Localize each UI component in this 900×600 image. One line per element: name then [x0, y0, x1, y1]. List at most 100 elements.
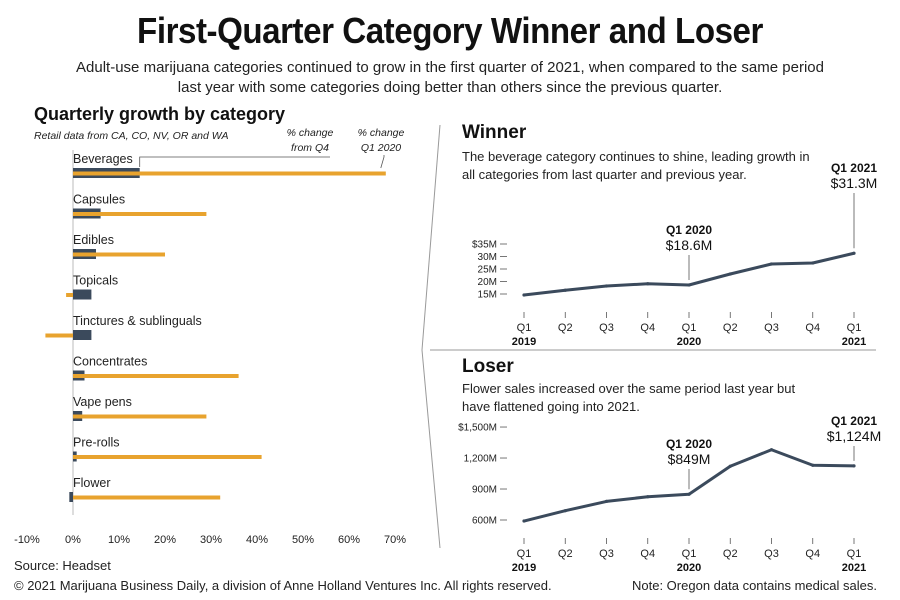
loser-y-tick-label: 600M [472, 516, 497, 527]
winner-data-point [852, 251, 856, 255]
loser-title: Loser [462, 356, 514, 377]
copyright: © 2021 Marijuana Business Daily, a divis… [14, 578, 552, 593]
winner-title: Winner [462, 122, 527, 143]
winner-annotation-value: $31.3M [831, 175, 878, 191]
loser-data-point [563, 509, 567, 513]
bar-q1-2020-change [73, 252, 165, 257]
bar-q1-2020-change [66, 293, 73, 297]
loser-x-tick-label: Q3 [764, 548, 779, 560]
winner-y-tick-label: 30M [478, 252, 497, 263]
winner-note: The beverage category continues to shine… [462, 149, 810, 182]
legend-q1-label: Q1 2020 [361, 142, 401, 154]
winner-x-tick-label: Q1 [517, 322, 532, 334]
category-label: Edibles [73, 233, 114, 247]
loser-note: Flower sales increased over the same per… [462, 381, 796, 414]
bar-chart-title: Quarterly growth by category [34, 104, 286, 124]
loser-data-point [769, 448, 774, 452]
winner-data-point [522, 293, 526, 297]
loser-annotation-value: $1,124M [827, 428, 881, 444]
category-label: Topicals [73, 274, 118, 288]
x-tick-label: 50% [292, 534, 314, 546]
x-tick-label: 30% [200, 534, 222, 546]
winner-x-tick-label: Q4 [805, 322, 820, 334]
category-label: Flower [73, 476, 111, 490]
loser-data-point [522, 519, 526, 523]
loser-data-point [811, 463, 815, 467]
winner-data-point [563, 288, 567, 292]
legend-q4-label: % change [287, 127, 334, 139]
bar-q4-change [73, 289, 92, 300]
winner-y-tick-label: $35M [472, 240, 497, 251]
bar-q4-change [73, 330, 92, 340]
bar-q1-2020-change [73, 171, 386, 176]
winner-annotation-label: Q1 2020 [666, 223, 712, 237]
bar-q4-change [69, 492, 73, 502]
category-label: Beverages [73, 152, 133, 166]
loser-year-label: 2019 [512, 562, 536, 574]
pane-divider-upper [421, 124, 441, 351]
loser-data-point [852, 464, 856, 468]
winner-data-point [811, 261, 815, 265]
loser-x-tick-label: Q4 [805, 548, 820, 560]
bar-q1-2020-change [73, 414, 207, 419]
winner-x-tick-label: Q1 [682, 322, 697, 334]
loser-annotation-value: $849M [668, 451, 711, 467]
page-subtitle: Adult-use marijuana categories continued… [76, 59, 824, 96]
winner-annotation-value: $18.6M [666, 237, 713, 253]
winner-x-tick-label: Q4 [640, 322, 655, 334]
x-tick-label: -10% [14, 534, 40, 546]
winner-x-tick-label: Q3 [764, 322, 779, 334]
category-label: Capsules [73, 193, 125, 207]
pane-divider-lower [421, 349, 441, 549]
loser-y-tick-label: 900M [472, 485, 497, 496]
bar-q1-2020-change [73, 374, 239, 378]
bar-q1-2020-change [45, 333, 73, 338]
x-tick-label: 40% [246, 534, 268, 546]
bar-q1-2020-change [73, 495, 221, 500]
winner-x-tick-label: Q2 [723, 322, 738, 334]
category-label: Concentrates [73, 355, 147, 369]
category-label: Tinctures & sublinguals [73, 314, 202, 328]
winner-year-label: 2021 [842, 336, 866, 348]
winner-data-point [769, 262, 774, 266]
legend-q4-label: from Q4 [291, 142, 329, 154]
category-label: Vape pens [73, 395, 132, 409]
bar-q1-2020-change [73, 212, 207, 216]
x-tick-label: 60% [338, 534, 360, 546]
winner-data-point [687, 283, 691, 287]
loser-x-tick-label: Q4 [640, 548, 655, 560]
loser-data-point [728, 464, 732, 468]
loser-year-label: 2021 [842, 562, 866, 574]
bar-chart-subtitle: Retail data from CA, CO, NV, OR and WA [34, 130, 229, 142]
loser-x-tick-label: Q1 [847, 548, 862, 560]
winner-year-label: 2020 [677, 336, 701, 348]
winner-y-tick-label: 15M [478, 290, 497, 301]
loser-x-tick-label: Q2 [723, 548, 738, 560]
loser-x-tick-label: Q3 [599, 548, 614, 560]
loser-year-label: 2020 [677, 562, 701, 574]
winner-x-tick-label: Q1 [847, 322, 862, 334]
winner-y-tick-label: 20M [478, 277, 497, 288]
winner-x-tick-label: Q3 [599, 322, 614, 334]
x-tick-label: 10% [108, 534, 130, 546]
loser-x-tick-label: Q2 [558, 548, 573, 560]
loser-data-point [604, 499, 609, 504]
loser-annotation-label: Q1 2020 [666, 437, 712, 451]
loser-data-point [687, 492, 691, 496]
x-tick-label: 70% [384, 534, 406, 546]
category-label: Pre-rolls [73, 436, 120, 450]
footnote: Note: Oregon data contains medical sales… [632, 578, 877, 593]
loser-data-point [646, 495, 650, 499]
page-title: First-Quarter Category Winner and Loser [137, 10, 763, 51]
x-tick-label: 0% [65, 534, 81, 546]
winner-data-point [604, 284, 609, 288]
loser-y-tick-label: $1,500M [458, 423, 497, 434]
winner-annotation-label: Q1 2021 [831, 161, 877, 175]
legend-q1-leader [380, 155, 385, 169]
x-tick-label: 20% [154, 534, 176, 546]
winner-data-point [646, 282, 650, 286]
source-note: Source: Headset [14, 558, 111, 573]
loser-x-tick-label: Q1 [682, 548, 697, 560]
bar-q1-2020-change [73, 455, 262, 459]
